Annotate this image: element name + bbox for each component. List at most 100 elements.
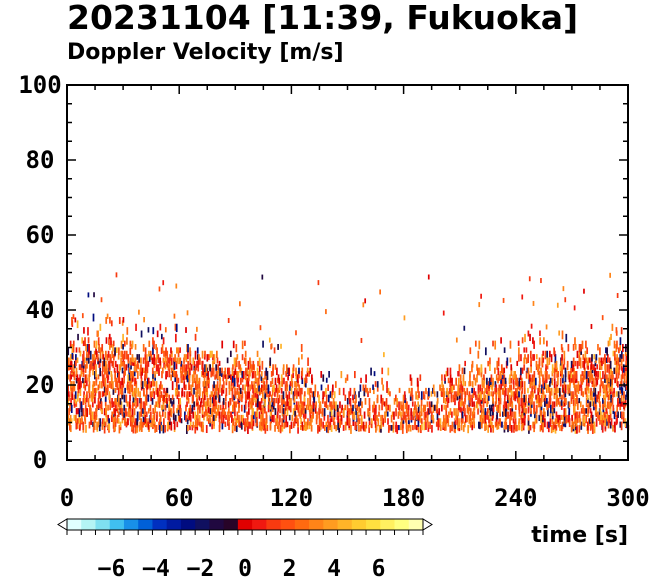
echo-pixel	[542, 387, 544, 395]
echo-pixel	[309, 398, 312, 407]
echo-pixel	[367, 391, 369, 398]
echo-pixel	[162, 401, 165, 410]
echo-pixel	[439, 421, 442, 428]
echo-pixel	[562, 384, 564, 393]
echo-pixel	[513, 411, 515, 419]
echo-pixel	[97, 421, 100, 428]
echo-pixel	[464, 391, 467, 398]
echo-pixel	[136, 418, 138, 426]
echo-pixel	[314, 404, 317, 414]
echo-pixel	[130, 377, 133, 384]
echo-pixel	[507, 401, 510, 411]
echo-pixel	[93, 350, 96, 360]
echo-pixel	[168, 398, 171, 407]
colorbar-swatch	[337, 519, 353, 530]
echo-pixel	[518, 391, 520, 398]
echo-pixel	[487, 394, 490, 401]
echo-pixel	[333, 408, 336, 418]
echo-pixel	[418, 414, 420, 421]
echo-pixel	[423, 411, 426, 421]
echo-pixel	[497, 387, 500, 397]
echo-pixel	[530, 364, 532, 373]
echo-pixel	[578, 411, 581, 419]
echo-pixel	[546, 340, 548, 347]
echo-pixel	[256, 401, 259, 408]
echo-pixel	[82, 408, 85, 417]
echo-pixel	[570, 394, 573, 402]
echo-pixel	[105, 391, 107, 397]
echo-pixel	[557, 371, 560, 378]
echo-pixel	[83, 357, 86, 364]
echo-pixel	[299, 404, 301, 414]
echo-pixel	[194, 411, 197, 421]
echo-pixel	[103, 367, 106, 375]
echo-pixel	[161, 384, 163, 390]
echo-pixel	[538, 394, 541, 403]
echo-pixel	[484, 425, 486, 431]
echo-pixel	[187, 371, 190, 379]
echo-pixel	[213, 404, 216, 414]
echo-pixel	[387, 404, 390, 411]
echo-pixel	[208, 408, 211, 415]
echo-pixel	[142, 344, 145, 352]
echo-pixel	[264, 391, 267, 399]
colorbar-swatch	[223, 519, 239, 530]
echo-pixel	[225, 387, 228, 397]
echo-pixel	[591, 381, 594, 387]
echo-pixel	[114, 401, 117, 410]
echo-pixel	[135, 387, 138, 394]
echo-pixel	[242, 371, 245, 380]
echo-pixel	[255, 411, 257, 418]
echo-pixel	[540, 394, 543, 403]
echo-pixel	[600, 357, 603, 363]
echo-pixel	[249, 421, 252, 429]
echo-pixel	[372, 387, 375, 395]
echo-pixel	[290, 398, 292, 407]
echo-pixel	[108, 421, 111, 431]
echo-pixel	[395, 421, 398, 430]
echo-pixel	[217, 364, 219, 371]
echo-pixel	[77, 394, 79, 402]
echo-pixel	[446, 394, 448, 402]
echo-pixel	[111, 411, 114, 417]
echo-pixel	[152, 327, 155, 335]
echo-pixel	[364, 298, 367, 304]
echo-pixel	[503, 367, 506, 374]
echo-pixel	[503, 398, 506, 407]
echo-pixel	[540, 425, 543, 431]
echo-pixel	[202, 367, 204, 376]
echo-pixel	[233, 357, 236, 366]
echo-pixel	[174, 387, 177, 397]
echo-pixel	[541, 384, 543, 394]
echo-pixel	[501, 421, 503, 428]
echo-pixel	[574, 411, 577, 420]
echo-pixel	[390, 425, 393, 431]
echo-pixel	[104, 377, 107, 387]
echo-pixel	[495, 391, 498, 400]
echo-pixel	[492, 340, 494, 347]
echo-pixel	[410, 408, 413, 416]
echo-pixel	[221, 384, 224, 394]
echo-pixel	[510, 367, 513, 374]
echo-pixel	[417, 394, 419, 401]
echo-pixel	[155, 401, 158, 408]
echo-pixel	[201, 421, 204, 430]
echo-pixel	[551, 401, 554, 410]
echo-pixel	[288, 391, 291, 400]
echo-pixel	[471, 381, 474, 388]
echo-pixel	[239, 301, 241, 307]
echo-pixel	[144, 377, 146, 387]
echo-pixel	[293, 418, 296, 427]
echo-pixel	[198, 377, 201, 384]
echo-pixel	[84, 384, 87, 391]
echo-pixel	[214, 398, 217, 407]
echo-pixel	[164, 357, 167, 363]
echo-pixel	[164, 411, 167, 419]
colorbar-swatch	[394, 519, 410, 530]
echo-pixel	[289, 398, 291, 407]
echo-pixel	[136, 414, 139, 422]
echo-pixel	[432, 414, 434, 421]
echo-pixel	[480, 421, 483, 429]
echo-pixel	[294, 381, 296, 388]
echo-pixel	[277, 425, 280, 432]
